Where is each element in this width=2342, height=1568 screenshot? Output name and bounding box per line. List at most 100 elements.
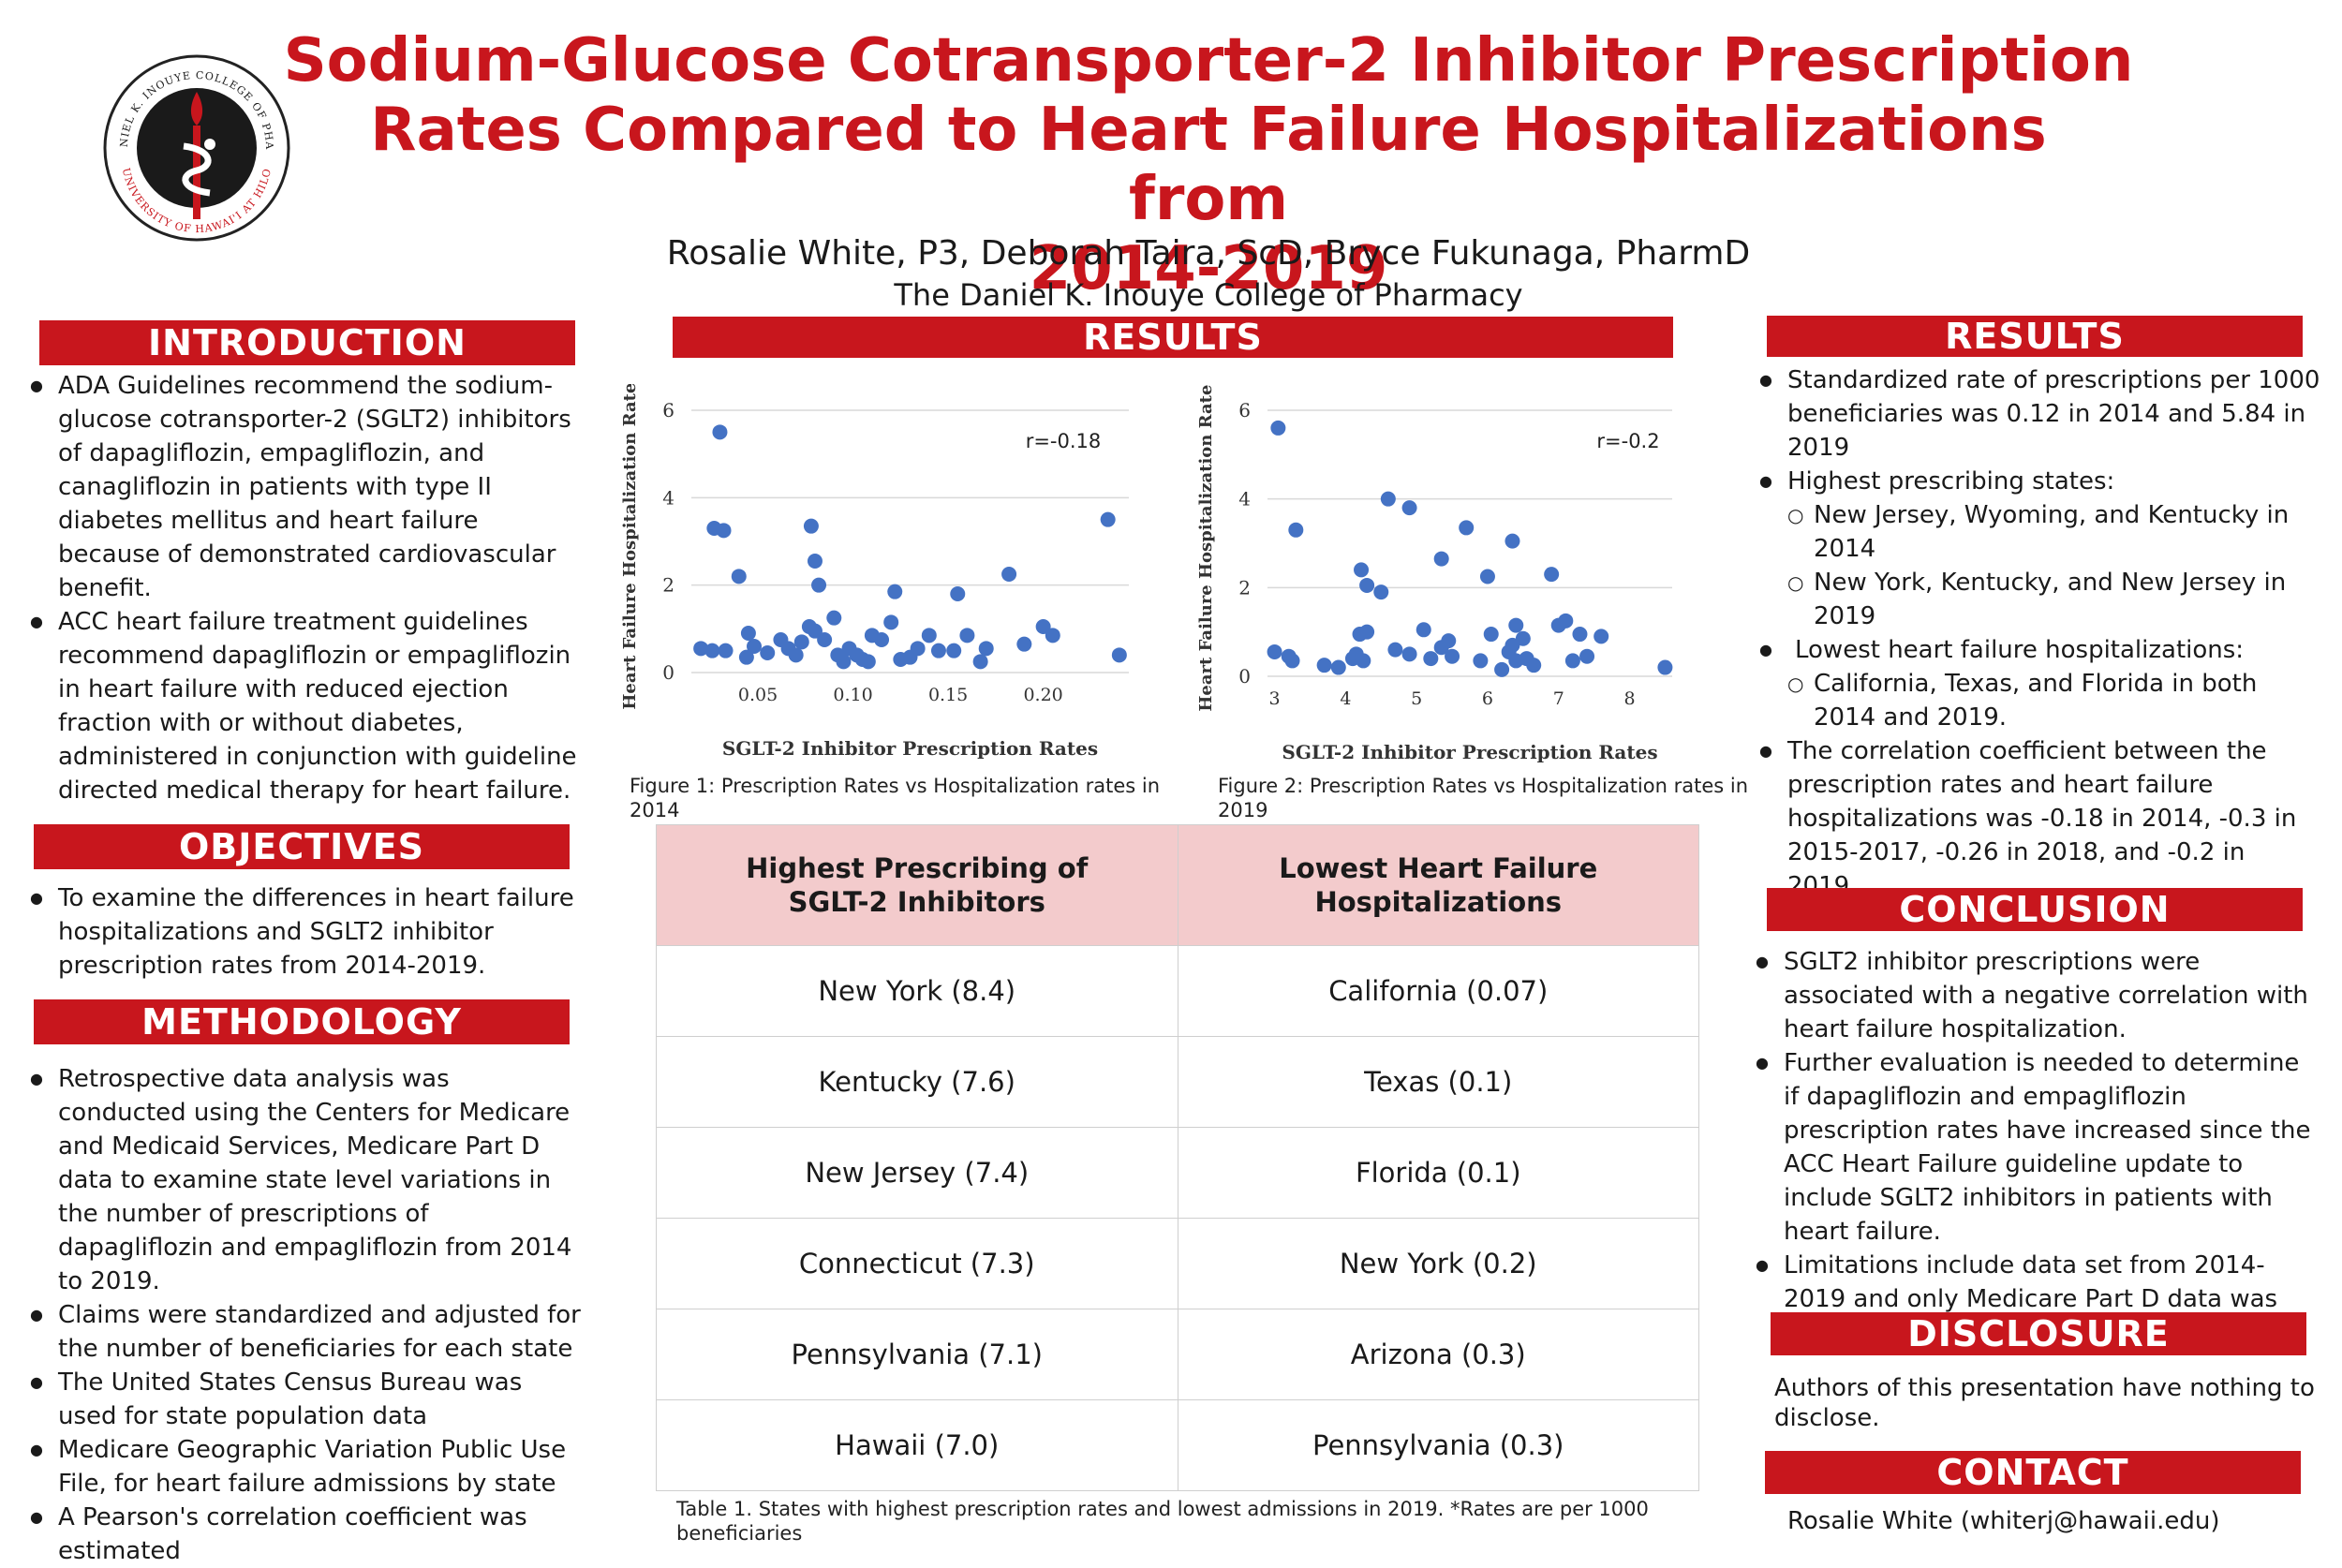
data-point <box>836 654 852 670</box>
table-cell: Pennsylvania (7.1) <box>656 1309 1178 1400</box>
data-point <box>1387 642 1403 658</box>
data-point <box>930 643 946 658</box>
results-sub-bullet: New York, Kentucky, and New Jersey in 20… <box>1787 566 2321 633</box>
data-point <box>788 647 804 663</box>
data-point <box>1441 633 1457 649</box>
results-sub-bullet: California, Texas, and Florida in both 2… <box>1787 667 2321 734</box>
poster-title: Sodium-Glucose Cotransporter-2 Inhibitor… <box>281 26 2136 303</box>
data-point <box>1316 658 1332 673</box>
y-tick-label: 0 <box>1238 665 1251 688</box>
data-point <box>860 654 876 670</box>
table-row: Hawaii (7.0) Pennsylvania (0.3) <box>656 1399 1699 1491</box>
conclusion-bullet: Further evaluation is needed to determin… <box>1756 1046 2318 1249</box>
results-bullet: Highest prescribing states: New Jersey, … <box>1759 465 2321 633</box>
data-point <box>760 645 776 660</box>
data-point <box>1380 491 1396 507</box>
y-tick-label: 6 <box>1238 399 1251 422</box>
data-point <box>1508 617 1524 633</box>
table-header-lowest-hospitalizations: Lowest Heart Failure Hospitalizations <box>1177 824 1699 946</box>
x-tick-label: 3 <box>1269 688 1281 709</box>
institution: The Daniel K. Inouye College of Pharmacy <box>894 277 1523 313</box>
conclusion-bullet: Limitations include data set from 2014-2… <box>1756 1249 2318 1350</box>
y-tick-label: 6 <box>662 399 674 422</box>
data-point <box>731 569 747 584</box>
table-cell: New York (0.2) <box>1177 1218 1699 1309</box>
data-point <box>716 523 732 539</box>
introduction-section: ADA Guidelines recommend the sodium-gluc… <box>30 369 583 807</box>
methodology-heading: METHODOLOGY <box>34 999 570 1044</box>
data-point <box>1483 627 1499 643</box>
table-row: New York (8.4) California (0.07) <box>656 945 1699 1037</box>
y-tick-label: 0 <box>662 661 674 684</box>
data-point <box>1373 584 1389 600</box>
title-line-3: 2014-2019 <box>1029 234 1388 303</box>
methodology-bullet: Medicare Geographic Variation Public Use… <box>30 1433 583 1501</box>
table-row: Pennsylvania (7.1) Arizona (0.3) <box>656 1309 1699 1400</box>
table-header-highest-prescribing: Highest Prescribing of SGLT-2 Inhibitors <box>656 824 1178 946</box>
data-point <box>807 554 823 569</box>
data-point <box>1045 628 1060 643</box>
objectives-section: To examine the differences in heart fail… <box>30 881 583 983</box>
data-point <box>1001 567 1017 582</box>
table-row: Connecticut (7.3) New York (0.2) <box>656 1218 1699 1309</box>
data-point <box>1330 659 1346 675</box>
data-point <box>1270 420 1286 436</box>
table-cell: New Jersey (7.4) <box>656 1127 1178 1219</box>
data-point <box>887 584 903 599</box>
x-axis-label: SGLT-2 Inhibitor Prescription Rates <box>1282 741 1657 763</box>
x-tick-label: 0.10 <box>833 685 872 705</box>
table-caption: Table 1. States with highest prescriptio… <box>676 1498 1649 1545</box>
data-point <box>1572 627 1588 643</box>
conclusion-bullet: SGLT2 inhibitor prescriptions were assoc… <box>1756 945 2318 1046</box>
data-point <box>883 614 899 630</box>
contact-text: Rosalie White (whiterj@hawaii.edu) <box>1787 1507 2220 1535</box>
data-point <box>1401 646 1417 662</box>
x-tick-label: 5 <box>1411 688 1422 709</box>
data-point <box>1544 567 1560 583</box>
x-tick-label: 0.05 <box>738 685 778 705</box>
data-point <box>803 518 819 534</box>
correlation-annotation: r=-0.2 <box>1596 430 1659 452</box>
table-cell: Texas (0.1) <box>1177 1036 1699 1128</box>
table-cell: California (0.07) <box>1177 945 1699 1037</box>
data-point <box>1459 520 1475 536</box>
x-tick-label: 6 <box>1482 688 1493 709</box>
data-point <box>747 639 763 654</box>
authors: Rosalie White, P3, Deborah Taira, ScD, B… <box>666 234 1751 273</box>
figure-2-caption: Figure 2: Prescription Rates vs Hospital… <box>1218 775 1749 821</box>
data-point <box>1359 577 1375 593</box>
data-point <box>718 643 734 658</box>
y-tick-label: 2 <box>1238 576 1251 599</box>
results-bullet: Standardized rate of prescriptions per 1… <box>1759 363 2321 465</box>
data-point <box>740 626 756 641</box>
y-tick-label: 4 <box>1238 488 1251 510</box>
data-point <box>1479 569 1495 584</box>
table-cell: New York (8.4) <box>656 945 1178 1037</box>
data-point <box>921 628 937 643</box>
data-point <box>959 628 975 643</box>
y-tick-label: 4 <box>662 486 674 509</box>
data-point <box>693 641 709 657</box>
data-point <box>793 634 809 650</box>
data-point <box>1593 629 1609 644</box>
data-point <box>946 643 962 658</box>
x-axis-label: SGLT-2 Inhibitor Prescription Rates <box>722 737 1098 760</box>
results-bullet: The correlation coefficient between the … <box>1759 734 2321 903</box>
data-point <box>1558 613 1574 629</box>
data-point <box>1356 653 1371 669</box>
data-point <box>817 632 833 647</box>
data-point <box>826 610 842 626</box>
data-point <box>1445 648 1460 664</box>
table-cell: Florida (0.1) <box>1177 1127 1699 1219</box>
methodology-section: Retrospective data analysis was conducte… <box>30 1062 583 1568</box>
data-point <box>738 649 754 665</box>
table-row: New Jersey (7.4) Florida (0.1) <box>656 1127 1699 1219</box>
data-point <box>1473 653 1489 669</box>
data-point <box>1288 522 1304 538</box>
data-point <box>712 424 728 440</box>
y-axis-label: Heart Failure Hospitalization Rates <box>1196 384 1216 712</box>
scatter-chart-2014: 0 2 4 6 0.05 0.10 0.15 0.20 SGLT-2 Inhibitor Pre… <box>620 373 1129 760</box>
data-point <box>1354 562 1370 578</box>
intro-bullet: ACC heart failure treatment guidelines r… <box>30 605 583 807</box>
methodology-bullet: A Pearson's correlation coefficient was … <box>30 1501 583 1568</box>
